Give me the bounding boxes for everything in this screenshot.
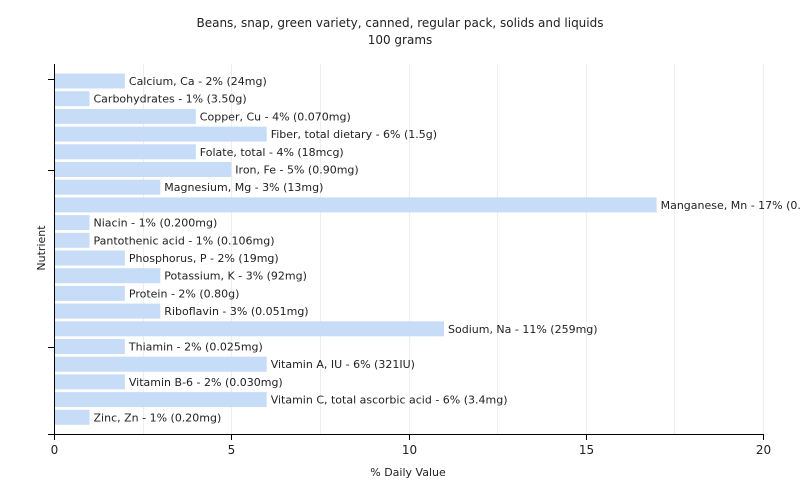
x-axis-label: % Daily Value	[370, 466, 446, 479]
bar-value-label: Vitamin B-6 - 2% (0.030mg)	[129, 376, 283, 389]
bar	[55, 108, 196, 124]
bar-value-label: Folate, total - 4% (18mcg)	[200, 146, 344, 159]
bar	[55, 356, 267, 372]
bar	[55, 232, 90, 248]
bar-value-label: Iron, Fe - 5% (0.90mg)	[235, 164, 358, 177]
x-tick-label: 5	[228, 443, 236, 457]
bar	[55, 339, 125, 354]
bar-value-label: Fiber, total dietary - 6% (1.5g)	[271, 128, 437, 141]
axes: 0 5 10 15 20	[48, 64, 771, 457]
x-tick-label: 15	[579, 443, 594, 457]
bar-value-label: Magnesium, Mg - 3% (13mg)	[164, 181, 323, 194]
bar-labels: Calcium, Ca - 2% (24mg) Carbohydrates - 1…	[94, 75, 800, 424]
bar-value-label: Copper, Cu - 4% (0.070mg)	[200, 110, 351, 123]
bar	[55, 144, 196, 160]
x-tick-label: 20	[756, 443, 771, 457]
y-axis-label: Nutrient	[35, 225, 48, 271]
bar-value-label: Phosphorus, P - 2% (19mg)	[129, 252, 279, 265]
bar	[55, 126, 267, 142]
bar	[55, 162, 232, 177]
bar-value-label: Protein - 2% (0.80g)	[129, 287, 240, 300]
bar	[55, 215, 90, 231]
bar	[55, 73, 125, 89]
bar-value-label: Riboflavin - 3% (0.051mg)	[164, 305, 308, 318]
bars	[55, 73, 657, 425]
bar	[55, 409, 90, 425]
bar	[55, 91, 90, 107]
gridlines	[143, 64, 764, 434]
bar-value-label: Thiamin - 2% (0.025mg)	[128, 341, 263, 354]
bar	[55, 285, 125, 301]
bar-value-label: Calcium, Ca - 2% (24mg)	[129, 75, 267, 88]
bar-value-label: Pantothenic acid - 1% (0.106mg)	[94, 234, 275, 247]
bar-value-label: Potassium, K - 3% (92mg)	[164, 270, 307, 283]
bar-value-label: Niacin - 1% (0.200mg)	[94, 217, 218, 230]
bar	[55, 321, 444, 337]
bar-value-label: Sodium, Na - 11% (259mg)	[448, 323, 598, 336]
chart-subtitle: 100 grams	[368, 33, 433, 47]
bar-value-label: Carbohydrates - 1% (3.50g)	[94, 93, 247, 106]
bar	[55, 374, 125, 390]
bar	[55, 197, 657, 213]
bar	[55, 303, 161, 319]
bar-value-label: Zinc, Zn - 1% (0.20mg)	[94, 411, 222, 424]
x-tick-label: 0	[51, 443, 59, 457]
chart-title: Beans, snap, green variety, canned, regu…	[196, 16, 603, 30]
bar	[55, 179, 161, 195]
bar-value-label: Vitamin C, total ascorbic acid - 6% (3.4…	[271, 394, 508, 407]
bar-value-label: Vitamin A, IU - 6% (321IU)	[271, 358, 415, 371]
bar	[55, 392, 267, 408]
bar-value-label: Manganese, Mn - 17% (0.335mg)	[661, 199, 800, 212]
x-tick-label: 10	[402, 443, 417, 457]
bar	[55, 268, 161, 284]
bar	[55, 250, 125, 266]
